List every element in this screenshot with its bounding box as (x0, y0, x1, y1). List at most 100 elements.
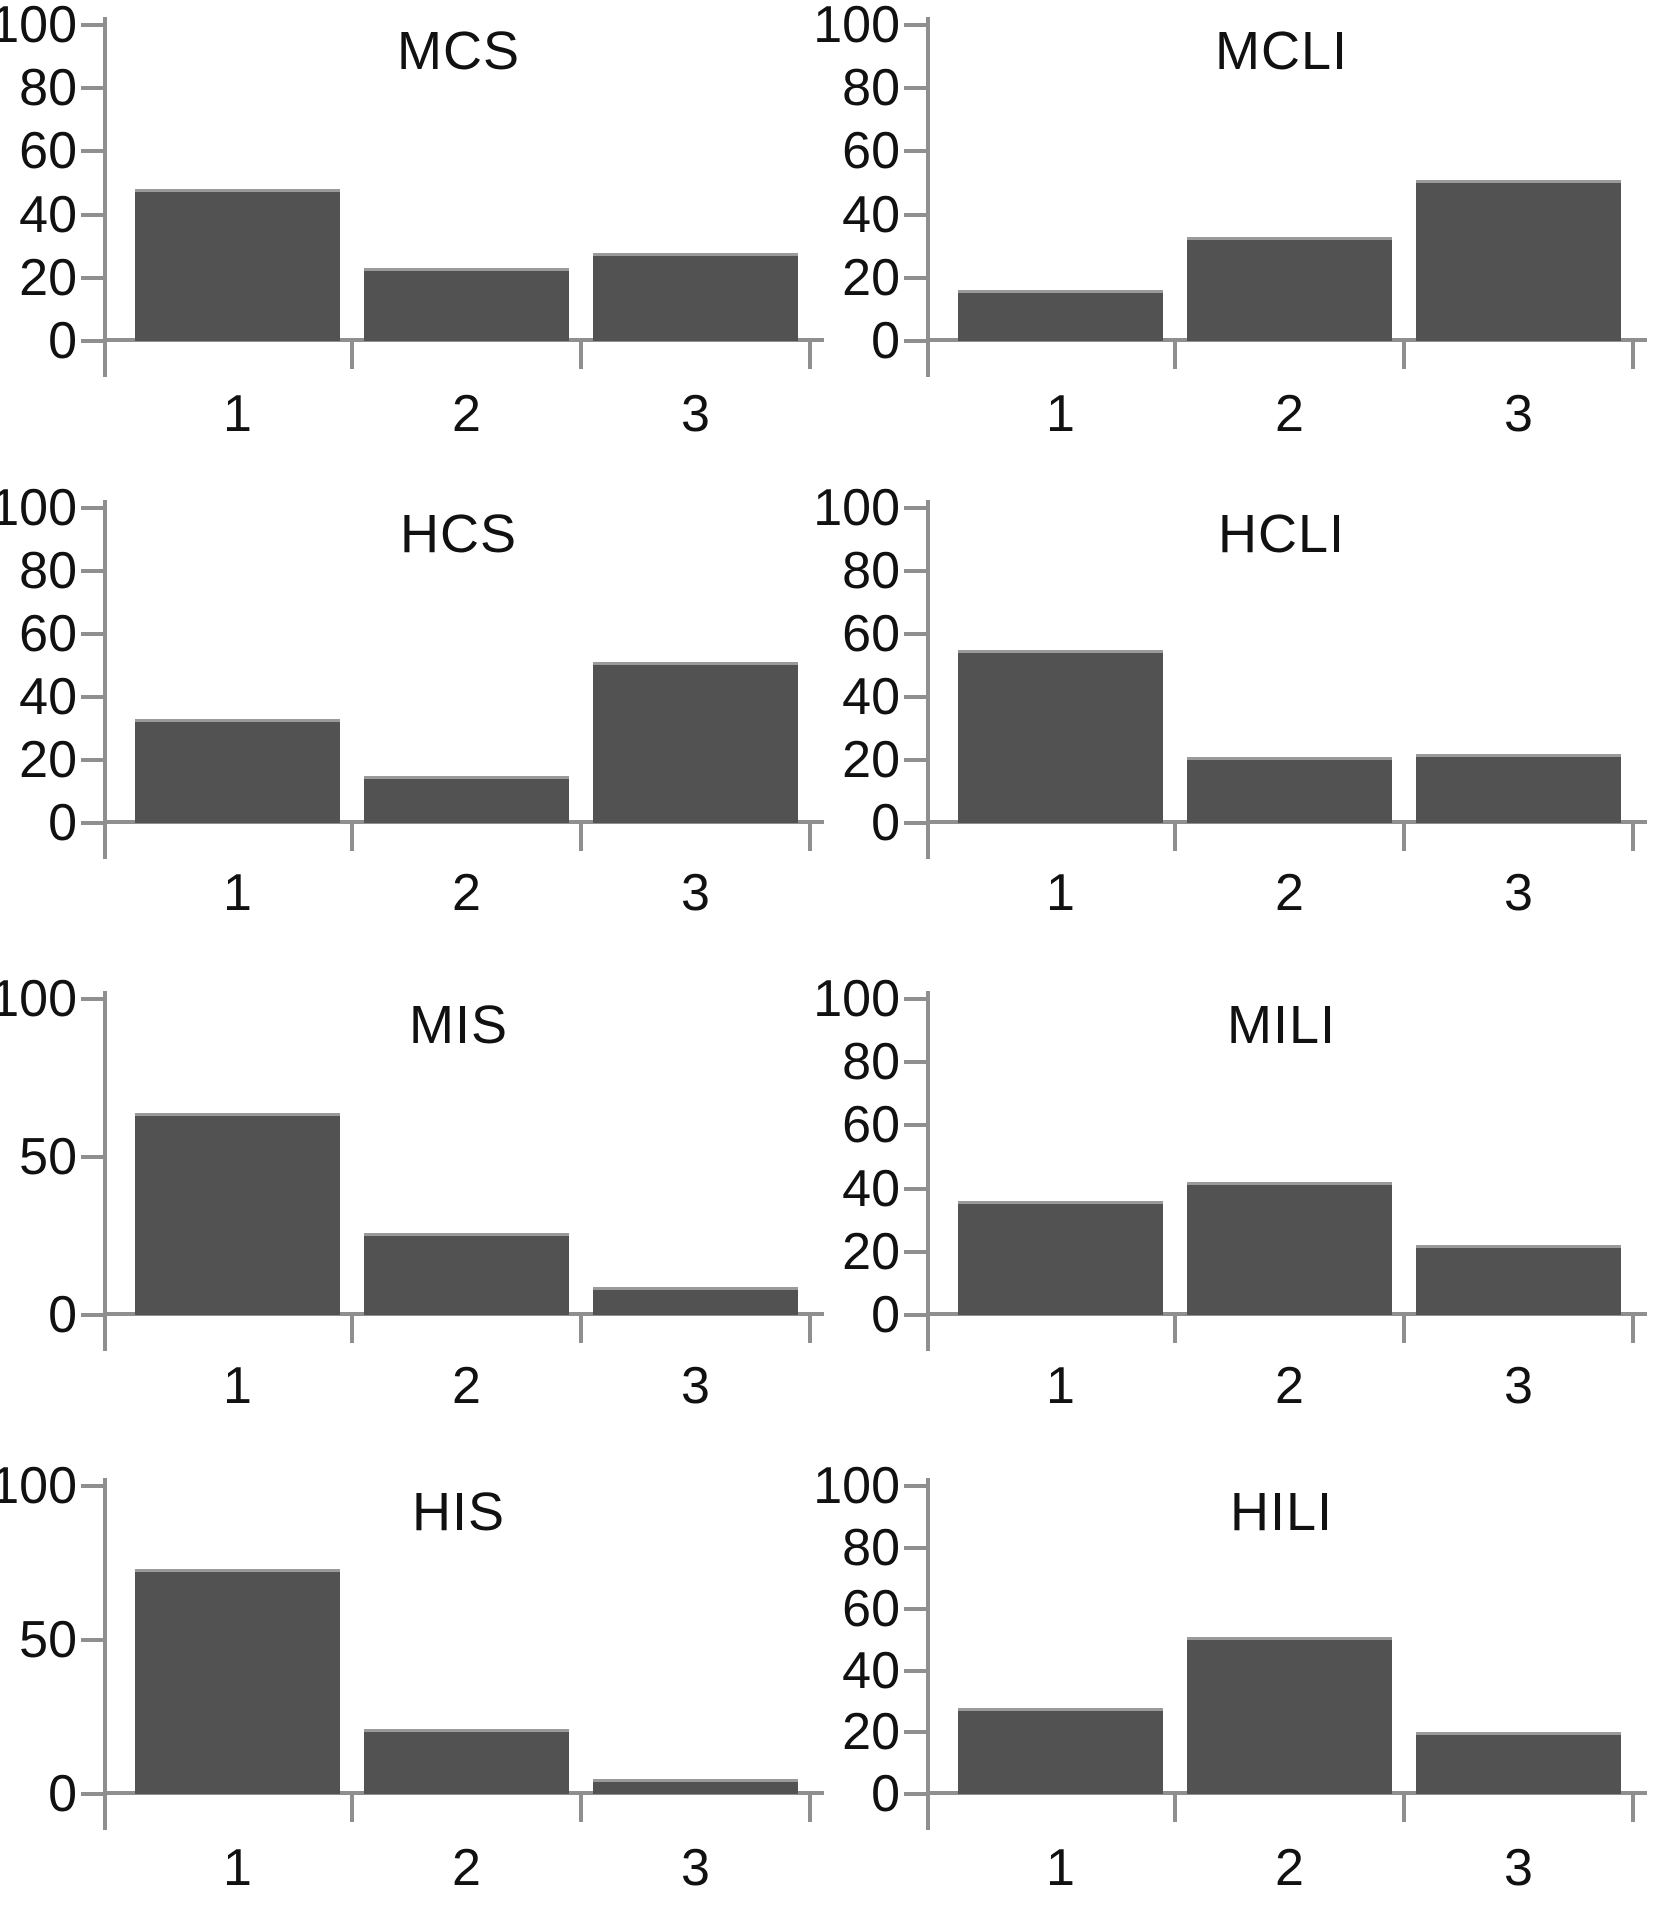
y-tick (904, 506, 926, 510)
x-tick (1402, 1315, 1406, 1343)
y-axis-line (926, 1478, 930, 1830)
bar-category-1 (958, 290, 1163, 341)
chart-title: MCLI (1214, 21, 1348, 81)
y-tick (904, 1730, 926, 1735)
chart-title: MIS (408, 995, 508, 1055)
x-tick (579, 341, 583, 369)
y-axis-line (926, 17, 930, 377)
x-tick (1173, 1315, 1177, 1343)
y-tick (81, 695, 103, 699)
x-tick-label: 2 (452, 1357, 481, 1415)
x-tick (1402, 341, 1406, 369)
bar-category-1 (958, 1201, 1163, 1315)
y-tick (904, 758, 926, 762)
x-tick (1631, 823, 1635, 851)
bar-category-2 (364, 268, 569, 341)
y-tick (904, 695, 926, 699)
y-tick (904, 212, 926, 217)
x-tick-label: 3 (1504, 1357, 1533, 1415)
y-tick (81, 569, 103, 573)
y-tick (904, 1313, 926, 1317)
y-tick-label: 0 (871, 794, 900, 852)
y-tick-label: 100 (0, 1457, 77, 1515)
x-tick-label: 1 (223, 1839, 252, 1897)
y-tick-label: 0 (871, 312, 900, 370)
x-tick-label: 3 (681, 1357, 710, 1415)
y-tick-label: 100 (813, 479, 900, 537)
bar-category-2 (1187, 1636, 1392, 1794)
y-tick-label: 100 (813, 1457, 900, 1515)
chart-title: MCS (397, 21, 520, 81)
y-tick-label: 60 (19, 122, 77, 181)
y-tick-label: 20 (842, 248, 900, 307)
x-tick-label: 1 (223, 385, 252, 443)
bar-category-2 (364, 775, 569, 823)
y-tick-label: 20 (842, 1703, 900, 1762)
y-tick-label: 80 (842, 542, 900, 600)
x-tick (1402, 823, 1406, 851)
x-tick (808, 341, 812, 369)
x-tick (350, 1315, 354, 1343)
y-tick (81, 758, 103, 762)
y-tick-label: 0 (48, 1286, 77, 1344)
y-tick (81, 1792, 103, 1796)
y-tick (81, 1638, 103, 1642)
y-tick (81, 275, 103, 280)
x-tick-label: 1 (1046, 1357, 1075, 1415)
y-tick (81, 506, 103, 510)
y-tick (904, 1186, 926, 1191)
x-tick-label: 3 (681, 1839, 710, 1897)
x-tick-label: 3 (681, 385, 710, 443)
bar-category-1 (958, 649, 1163, 823)
y-axis-line (926, 500, 930, 859)
y-tick-label: 80 (19, 59, 77, 118)
x-tick-label: 3 (1504, 864, 1533, 922)
bar-category-1 (135, 1112, 340, 1315)
y-tick (904, 1792, 926, 1796)
y-tick-label: 50 (19, 1128, 77, 1186)
y-tick-label: 40 (842, 668, 900, 726)
x-tick-label: 1 (223, 864, 252, 922)
x-tick-label: 3 (1504, 1839, 1533, 1897)
bar-category-3 (1416, 1732, 1621, 1794)
x-tick-label: 2 (1275, 385, 1304, 443)
x-tick (1631, 1794, 1635, 1822)
y-tick (81, 86, 103, 91)
y-tick-label: 100 (0, 970, 77, 1028)
y-tick-label: 100 (813, 970, 900, 1028)
y-tick (904, 23, 926, 27)
y-axis-line (926, 991, 930, 1351)
y-tick-label: 80 (842, 1033, 900, 1092)
x-tick (1173, 341, 1177, 369)
y-tick (904, 149, 926, 154)
x-tick-label: 1 (1046, 385, 1075, 443)
x-tick (1173, 823, 1177, 851)
y-tick-label: 80 (842, 59, 900, 118)
y-tick-label: 0 (48, 794, 77, 852)
y-tick-label: 20 (842, 1222, 900, 1281)
y-tick (904, 1249, 926, 1254)
y-tick-label: 0 (871, 1286, 900, 1344)
bar-category-2 (1187, 1182, 1392, 1315)
y-tick (904, 339, 926, 343)
y-tick (81, 1155, 103, 1159)
y-tick (904, 275, 926, 280)
bar-category-1 (958, 1707, 1163, 1794)
y-tick (904, 86, 926, 91)
y-tick-label: 40 (842, 185, 900, 244)
x-tick-label: 2 (452, 864, 481, 922)
y-tick-label: 80 (842, 1518, 900, 1577)
x-tick (579, 1315, 583, 1343)
x-tick-label: 3 (1504, 385, 1533, 443)
x-tick (579, 823, 583, 851)
x-tick-label: 1 (1046, 1839, 1075, 1897)
y-tick-label: 100 (0, 0, 77, 54)
bar-category-3 (593, 252, 798, 341)
chart-title: HIS (411, 1482, 506, 1542)
chart-title: HCS (399, 504, 517, 564)
bar-category-2 (1187, 756, 1392, 823)
bar-category-3 (593, 1286, 798, 1315)
bar-category-1 (135, 719, 340, 823)
y-tick-label: 40 (842, 1159, 900, 1218)
y-tick (904, 1484, 926, 1488)
